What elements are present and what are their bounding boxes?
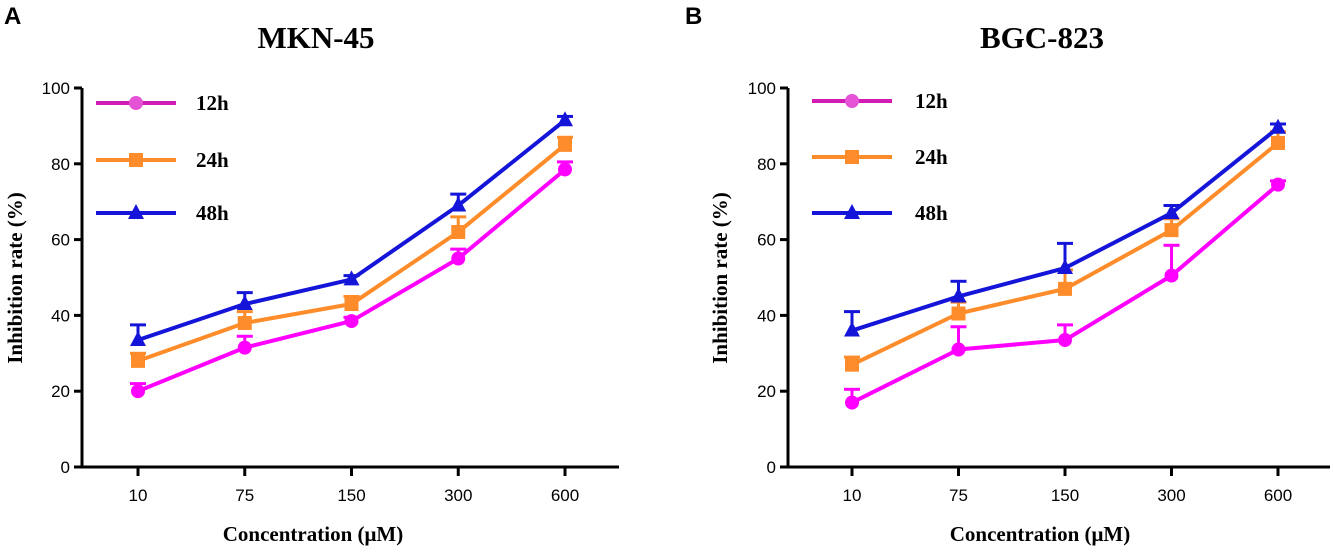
data-point (131, 353, 145, 368)
series-12h (844, 177, 1286, 410)
legend-label: 48h (915, 201, 948, 225)
legend: 12h 24h 48h (96, 91, 229, 225)
legend-label: 24h (196, 148, 229, 172)
series-48h (844, 118, 1286, 337)
y-tick-label: 20 (51, 382, 70, 401)
x-tick-label: 150 (1051, 486, 1079, 505)
legend-marker (844, 204, 860, 219)
legend-label: 48h (196, 201, 229, 225)
y-tick-label: 60 (757, 231, 776, 250)
data-point (451, 251, 466, 266)
data-point (1058, 281, 1072, 296)
x-axis-label: Concentration (μM) (223, 522, 403, 546)
y-tick-label: 100 (748, 79, 776, 98)
series-layer (844, 118, 1286, 410)
legend-label: 24h (915, 145, 948, 169)
x-tick-label: 10 (129, 486, 148, 505)
data-point (237, 315, 252, 330)
data-point (1271, 177, 1285, 192)
x-tick-label: 600 (551, 486, 579, 505)
y-tick-label: 40 (757, 306, 776, 325)
data-point (951, 342, 966, 357)
data-point (130, 331, 146, 347)
legend-label: 12h (915, 89, 948, 113)
data-point (451, 225, 466, 240)
legend-item-12h: 12h (96, 91, 229, 115)
legend-item-12h: 12h (812, 89, 948, 113)
data-point (950, 287, 967, 303)
legend-marker (845, 150, 859, 164)
data-point (558, 137, 572, 152)
series-layer (130, 111, 573, 399)
data-point (1163, 204, 1180, 220)
y-axis-label: Inhibition rate (%) (708, 192, 732, 364)
series-24h (130, 135, 573, 368)
data-point (1164, 223, 1179, 238)
y-tick-label: 0 (61, 458, 70, 477)
data-point (1057, 259, 1073, 275)
data-point (1270, 118, 1286, 134)
y-tick-label: 60 (51, 231, 70, 250)
panel-mkn45: A MKN-45 Inhibition rate (%) Concentrati… (3, 3, 619, 546)
series-line (137, 143, 567, 363)
chart-title-mkn45: MKN-45 (257, 20, 374, 55)
axis-ticks: 0 20 40 60 80 100 10 75 150 300 600 (42, 79, 619, 505)
series-48h (130, 111, 573, 347)
legend: 12h 24h 48h (812, 89, 948, 225)
legend-marker (128, 204, 144, 219)
legend-item-48h: 48h (812, 201, 948, 225)
data-point (450, 196, 467, 212)
panel-label-a: A (4, 3, 21, 30)
data-point (845, 357, 859, 372)
y-tick-label: 80 (757, 155, 776, 174)
y-tick-label: 0 (767, 458, 776, 477)
axis-ticks: 0 20 40 60 80 100 10 75 150 300 600 (748, 79, 1330, 505)
data-point (845, 395, 859, 410)
data-point (237, 340, 252, 355)
data-point (1164, 268, 1179, 283)
data-point (1058, 333, 1072, 348)
chart-title-bgc823: BGC-823 (980, 20, 1104, 55)
x-axis-label: Concentration (μM) (950, 522, 1130, 546)
data-point (844, 321, 860, 337)
legend-marker (845, 94, 859, 108)
x-tick-label: 75 (949, 486, 968, 505)
data-point (236, 295, 253, 311)
series-12h (130, 160, 573, 399)
data-point (131, 384, 145, 399)
data-point (344, 314, 359, 329)
x-tick-label: 75 (235, 486, 254, 505)
x-tick-label: 150 (337, 486, 365, 505)
y-tick-label: 20 (757, 382, 776, 401)
legend-label: 12h (196, 91, 229, 115)
y-tick-label: 80 (51, 155, 70, 174)
y-tick-label: 100 (42, 79, 70, 98)
data-point (344, 297, 359, 312)
data-point (558, 162, 572, 177)
data-point (557, 111, 573, 127)
data-point (951, 306, 966, 321)
x-tick-label: 300 (444, 486, 472, 505)
legend-item-48h: 48h (96, 201, 229, 225)
legend-item-24h: 24h (812, 145, 948, 169)
y-tick-label: 40 (51, 306, 70, 325)
panel-label-b: B (685, 3, 702, 30)
legend-marker (129, 96, 143, 110)
y-axis-label: Inhibition rate (%) (3, 192, 27, 364)
x-tick-label: 300 (1157, 486, 1185, 505)
data-point (1271, 135, 1285, 150)
data-point (343, 270, 360, 286)
x-tick-label: 600 (1264, 486, 1292, 505)
panel-bgc823: B BGC-823 Inhibition rate (%) Concentrat… (685, 3, 1330, 546)
legend-item-24h: 24h (96, 148, 229, 172)
legend-marker (129, 153, 143, 167)
x-tick-label: 10 (843, 486, 862, 505)
